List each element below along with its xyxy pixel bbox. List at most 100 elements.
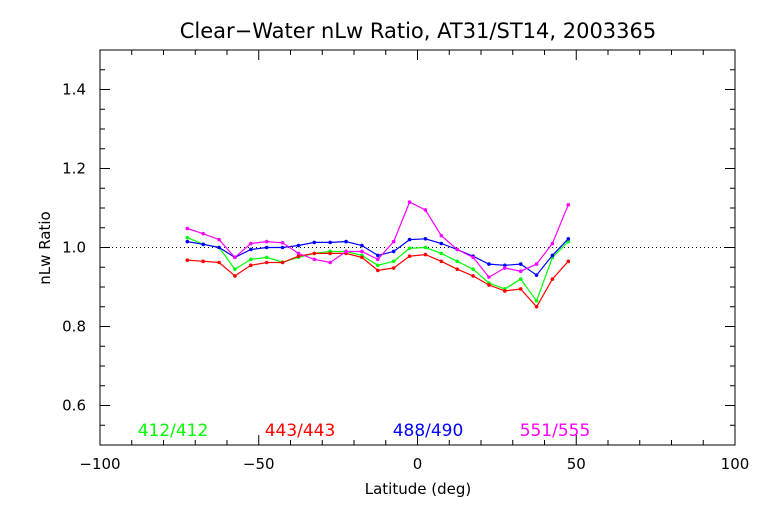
data-point-443-443 <box>487 283 491 287</box>
data-point-488-490 <box>312 240 317 245</box>
data-point-443-443 <box>264 260 269 265</box>
data-point-488-490 <box>391 249 396 254</box>
y-tick-label: 0.6 <box>62 397 86 415</box>
x-tick-label: 0 <box>413 455 423 473</box>
data-point-443-443 <box>249 263 253 268</box>
data-point-412-412 <box>185 235 190 240</box>
data-point-443-443 <box>217 260 221 265</box>
series-488-490 <box>185 237 571 277</box>
data-point-551-555 <box>217 237 221 242</box>
data-point-551-555 <box>185 226 190 231</box>
y-tick-label: 1.4 <box>62 81 86 99</box>
series-551-555 <box>185 200 571 279</box>
data-point-443-443 <box>296 254 301 258</box>
data-point-551-555 <box>280 240 285 245</box>
y-ticks: 0.6 0.8 1.0 1.2 1.4 <box>62 49 735 446</box>
data-point-488-490 <box>439 241 444 246</box>
series-412-412 <box>185 235 571 303</box>
legend-item-443-443: 443/443 <box>265 421 336 441</box>
data-point-412-412 <box>391 259 396 264</box>
data-point-443-443 <box>518 287 523 291</box>
data-point-488-490 <box>423 237 428 241</box>
y-axis-label: nLw Ratio <box>36 211 54 284</box>
data-point-443-443 <box>550 277 555 281</box>
data-point-551-555 <box>249 241 253 246</box>
data-point-488-490 <box>296 243 301 248</box>
data-point-488-490 <box>503 263 507 268</box>
data-point-551-555 <box>201 231 205 236</box>
data-point-443-443 <box>185 258 190 262</box>
data-point-443-443 <box>407 254 412 258</box>
legend-item-551-555: 551/555 <box>520 421 591 441</box>
data-point-412-412 <box>471 267 475 272</box>
data-point-488-490 <box>518 262 523 266</box>
data-point-551-555 <box>503 266 507 270</box>
data-point-551-555 <box>233 255 237 260</box>
data-point-412-412 <box>455 259 459 264</box>
data-point-551-555 <box>566 203 571 207</box>
data-point-443-443 <box>280 260 285 265</box>
data-point-488-490 <box>534 273 539 277</box>
x-tick-label: 100 <box>721 455 750 473</box>
data-point-488-490 <box>550 253 555 258</box>
data-point-551-555 <box>471 255 475 260</box>
data-point-488-490 <box>217 245 221 250</box>
data-point-551-555 <box>344 249 348 254</box>
data-point-443-443 <box>328 251 332 256</box>
data-point-412-412 <box>376 263 380 268</box>
data-point-412-412 <box>407 246 412 251</box>
series-layer <box>185 200 571 309</box>
data-point-488-490 <box>376 253 380 258</box>
data-point-551-555 <box>455 247 459 252</box>
data-point-443-443 <box>439 259 444 264</box>
data-point-551-555 <box>312 257 317 262</box>
data-point-488-490 <box>328 240 332 245</box>
data-point-488-490 <box>185 239 190 244</box>
x-tick-label: −50 <box>243 455 275 473</box>
chart-title: Clear−Water nLw Ratio, AT31/ST14, 200336… <box>180 19 657 43</box>
data-point-488-490 <box>280 245 285 250</box>
data-point-412-412 <box>518 277 523 281</box>
data-point-551-555 <box>423 208 428 212</box>
data-point-443-443 <box>376 268 380 273</box>
data-point-443-443 <box>455 267 459 272</box>
data-point-412-412 <box>439 251 444 256</box>
data-point-443-443 <box>534 304 539 309</box>
data-point-551-555 <box>439 233 444 238</box>
data-point-443-443 <box>312 251 317 256</box>
data-point-551-555 <box>407 200 412 204</box>
data-point-551-555 <box>550 241 555 246</box>
data-point-551-555 <box>264 239 269 244</box>
data-point-412-412 <box>233 267 237 272</box>
data-point-551-555 <box>518 269 523 274</box>
data-point-551-555 <box>328 260 332 265</box>
data-point-551-555 <box>296 251 301 256</box>
data-point-412-412 <box>264 255 269 260</box>
y-tick-label: 1.0 <box>62 239 86 257</box>
data-point-443-443 <box>360 255 364 260</box>
legend: 412/412 443/443 488/490 551/555 <box>138 421 591 441</box>
data-point-488-490 <box>566 237 571 241</box>
data-point-488-490 <box>487 262 491 266</box>
data-point-443-443 <box>391 266 396 270</box>
legend-item-488-490: 488/490 <box>393 421 464 441</box>
data-point-412-412 <box>423 245 428 250</box>
data-point-551-555 <box>376 257 380 262</box>
y-tick-label: 1.2 <box>62 160 86 178</box>
data-point-488-490 <box>264 245 269 250</box>
data-point-412-412 <box>566 239 571 244</box>
x-ticks: −100 −50 0 50 100 <box>79 50 749 473</box>
data-point-551-555 <box>487 275 491 279</box>
data-point-488-490 <box>344 239 348 244</box>
data-point-443-443 <box>471 274 475 278</box>
x-axis-label: Latitude (deg) <box>365 480 471 498</box>
data-point-551-555 <box>391 239 396 244</box>
data-point-488-490 <box>360 243 364 248</box>
data-point-443-443 <box>201 259 205 264</box>
data-point-443-443 <box>503 289 507 293</box>
data-point-412-412 <box>534 299 539 303</box>
data-point-443-443 <box>423 252 428 257</box>
data-point-443-443 <box>566 259 571 264</box>
data-point-488-490 <box>249 247 253 252</box>
